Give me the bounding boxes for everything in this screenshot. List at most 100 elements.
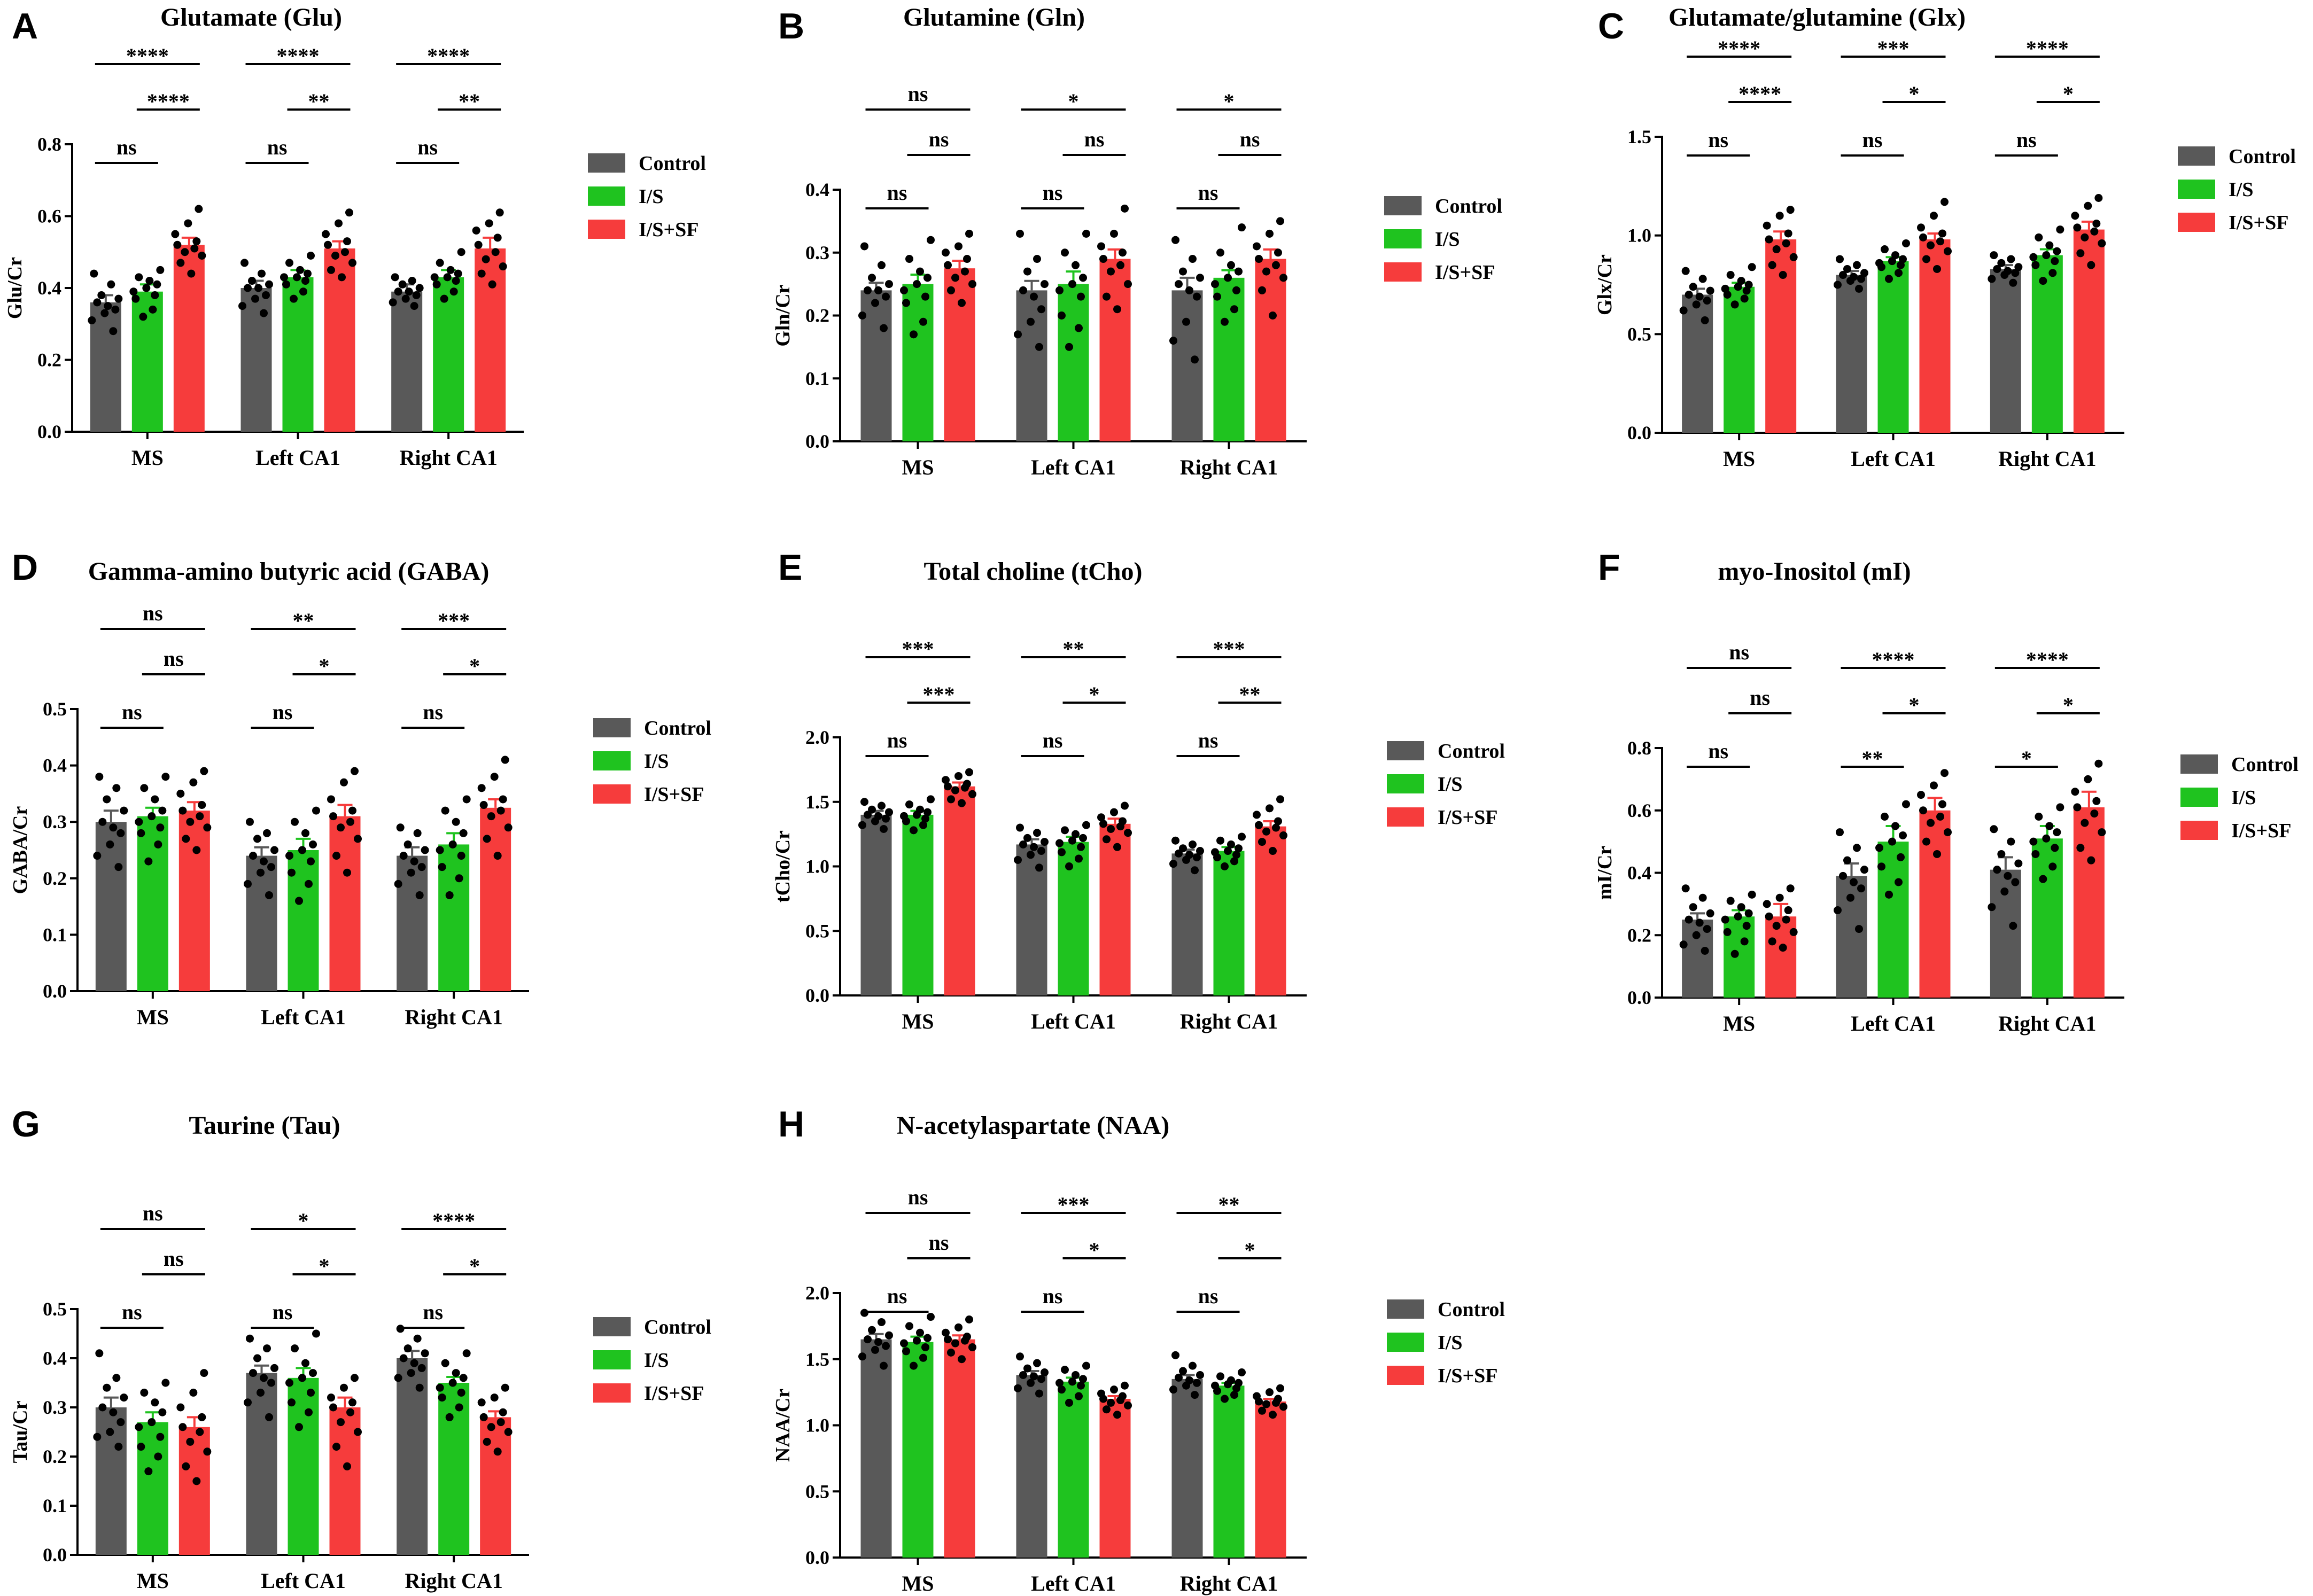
data-point — [457, 248, 465, 256]
data-point — [305, 1408, 313, 1416]
bar-control — [397, 1358, 428, 1555]
data-point — [1993, 866, 2001, 874]
data-point — [109, 327, 118, 336]
data-point — [1221, 317, 1229, 326]
data-point — [1033, 829, 1041, 837]
bar-i-s — [902, 1342, 934, 1558]
legend-label: I/S+SF — [1438, 1365, 1497, 1387]
data-point — [1097, 242, 1105, 251]
panel-title: Total choline (tCho) — [924, 557, 1143, 586]
data-point — [490, 1393, 499, 1402]
bar-i-s-sf — [1099, 1399, 1131, 1558]
data-point — [1037, 847, 1045, 855]
significance-label: **** — [126, 44, 169, 68]
bar-i-s-sf — [944, 786, 975, 995]
data-point — [1116, 261, 1124, 269]
data-point — [153, 280, 161, 289]
significance-label: ns — [929, 1231, 949, 1255]
legend-swatch — [593, 1383, 631, 1403]
data-point — [120, 1393, 128, 1402]
data-point — [173, 240, 182, 249]
legend-label: Control — [2229, 145, 2296, 168]
data-point — [1082, 229, 1090, 238]
bar-i-s — [902, 284, 934, 441]
data-point — [1068, 1377, 1076, 1386]
data-point — [293, 273, 301, 282]
significance-label: **** — [2026, 648, 2069, 672]
y-tick-label: 0.2 — [1627, 924, 1651, 946]
significance-label: *** — [923, 682, 955, 706]
bar-i-s-sf — [944, 268, 975, 441]
bar-control — [391, 291, 423, 432]
data-point — [1779, 271, 1787, 279]
data-point — [1919, 806, 1927, 815]
data-point — [864, 811, 872, 819]
data-point — [1027, 1379, 1035, 1387]
data-point — [107, 280, 115, 289]
data-point — [117, 1418, 125, 1427]
data-point — [249, 852, 257, 860]
data-point — [493, 1447, 502, 1456]
legend-swatch — [2178, 180, 2215, 199]
data-point — [137, 829, 145, 837]
data-point — [1895, 878, 1903, 886]
data-point — [112, 784, 121, 792]
significance-label: ns — [929, 127, 949, 151]
data-point — [1763, 900, 1771, 908]
y-tick-label: 1.5 — [805, 791, 829, 813]
data-point — [1944, 247, 1952, 255]
data-point — [394, 879, 402, 888]
data-point — [1077, 843, 1085, 851]
data-point — [1082, 821, 1090, 829]
bar-i-s — [438, 1383, 470, 1555]
data-point — [1276, 217, 1284, 225]
data-point — [1189, 255, 1197, 263]
data-point — [144, 1467, 153, 1476]
data-point — [968, 790, 976, 798]
x-category-label: Left CA1 — [1031, 1009, 1116, 1033]
x-category-label: Right CA1 — [405, 1005, 502, 1029]
data-point — [1775, 212, 1784, 220]
significance-label: **** — [2026, 36, 2069, 60]
legend-swatch — [593, 784, 631, 804]
data-point — [1030, 843, 1038, 851]
legend-swatch — [588, 186, 625, 206]
data-point — [1272, 823, 1280, 832]
data-point — [944, 261, 952, 269]
data-point — [95, 773, 104, 781]
significance-label: * — [2021, 746, 2032, 770]
data-point — [965, 1315, 973, 1323]
y-axis-label: GABA/Cr — [9, 806, 32, 894]
data-point — [860, 798, 868, 806]
x-category-label: MS — [902, 455, 934, 479]
data-point — [2094, 759, 2103, 768]
panel-G: G Taurine (Tau) Tau/Cr 0.0 0.1 0.2 0.3 0.4 0.5 MS… — [9, 1104, 711, 1593]
data-point — [417, 1364, 426, 1372]
data-point — [919, 317, 927, 326]
data-point — [198, 801, 206, 809]
data-point — [2035, 233, 2043, 242]
panel-D: D Gamma-amino butyric acid (GABA) GABA/Cr 0… — [9, 547, 711, 1029]
y-tick-label: 0.5 — [1627, 323, 1651, 345]
data-point — [864, 1335, 872, 1344]
data-point — [156, 1432, 165, 1441]
legend-label: Control — [1438, 1298, 1505, 1321]
data-point — [477, 1398, 486, 1407]
significance-label: **** — [432, 1209, 475, 1233]
data-point — [403, 840, 412, 848]
data-point — [1124, 829, 1132, 837]
data-point — [1734, 912, 1742, 921]
data-point — [448, 1379, 457, 1387]
data-point — [307, 1388, 315, 1397]
data-point — [1734, 283, 1742, 291]
data-point — [1182, 1381, 1190, 1390]
data-point — [415, 891, 424, 899]
data-point — [103, 795, 111, 804]
data-point — [1834, 906, 1842, 915]
data-point — [2092, 797, 2101, 805]
data-point — [182, 835, 190, 843]
data-point — [340, 1383, 348, 1392]
data-point — [140, 784, 149, 792]
legend-swatch — [2180, 754, 2218, 774]
data-point — [1897, 853, 1905, 861]
